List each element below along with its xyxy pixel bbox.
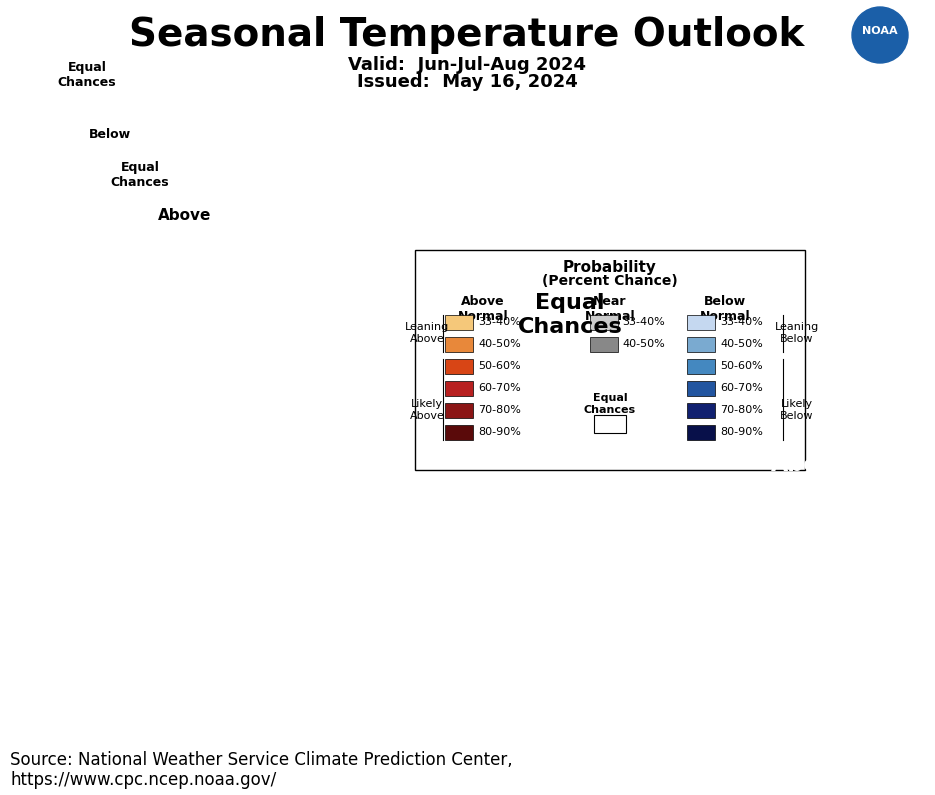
- Bar: [590, 336, 618, 351]
- Bar: [687, 336, 715, 351]
- Text: Valid:  Jun-Jul-Aug 2024: Valid: Jun-Jul-Aug 2024: [348, 56, 586, 74]
- Text: Near
Normal: Near Normal: [584, 295, 635, 323]
- Bar: [590, 315, 618, 329]
- Bar: [445, 381, 473, 395]
- Bar: [687, 359, 715, 374]
- Text: Seasonal Temperature Outlook: Seasonal Temperature Outlook: [129, 16, 805, 54]
- Circle shape: [852, 7, 908, 63]
- Bar: [687, 315, 715, 329]
- Text: Equal
Chances: Equal Chances: [518, 293, 623, 336]
- FancyBboxPatch shape: [415, 250, 805, 470]
- Text: Likely
Below: Likely Below: [780, 399, 813, 421]
- Text: 50-60%: 50-60%: [720, 361, 763, 371]
- Bar: [687, 402, 715, 417]
- Text: 80-90%: 80-90%: [478, 427, 521, 437]
- Text: Below
Normal: Below Normal: [699, 295, 750, 323]
- Text: 70-80%: 70-80%: [478, 405, 521, 415]
- Text: 33-40%: 33-40%: [720, 317, 763, 327]
- Text: 60-70%: 60-70%: [478, 383, 521, 393]
- Text: https://www.cpc.ncep.noaa.gov/: https://www.cpc.ncep.noaa.gov/: [10, 771, 276, 789]
- Text: 50-60%: 50-60%: [478, 361, 521, 371]
- Bar: [445, 359, 473, 374]
- Text: Leaning
Below: Leaning Below: [775, 322, 819, 343]
- Text: 60-70%: 60-70%: [720, 383, 763, 393]
- Text: NOAA: NOAA: [862, 26, 898, 36]
- Text: Likely
Above: Likely Above: [410, 399, 444, 421]
- Bar: [445, 402, 473, 417]
- Text: Equal
Chances: Equal Chances: [110, 161, 169, 189]
- Text: 80-90%: 80-90%: [720, 427, 763, 437]
- Text: 40-50%: 40-50%: [720, 339, 763, 349]
- Bar: [445, 315, 473, 329]
- Bar: [445, 425, 473, 440]
- Text: Leaning
Above: Leaning Above: [405, 322, 449, 343]
- Text: Above: Above: [158, 207, 211, 223]
- Text: 70-80%: 70-80%: [720, 405, 763, 415]
- Text: Probability: Probability: [563, 260, 657, 275]
- Text: 33-40%: 33-40%: [478, 317, 521, 327]
- Text: 33-40%: 33-40%: [622, 317, 665, 327]
- Text: Source: National Weather Service Climate Prediction Center,: Source: National Weather Service Climate…: [10, 751, 512, 769]
- Bar: [445, 336, 473, 351]
- Text: Above: Above: [201, 393, 289, 417]
- Bar: [687, 425, 715, 440]
- Text: Equal
Chances: Equal Chances: [58, 61, 116, 89]
- Text: Equal
Chances: Equal Chances: [584, 393, 636, 415]
- Bar: [594, 415, 626, 433]
- Text: Issued:  May 16, 2024: Issued: May 16, 2024: [356, 73, 578, 91]
- Text: Above
Normal: Above Normal: [458, 295, 509, 323]
- Text: (Percent Chance): (Percent Chance): [542, 274, 678, 288]
- Text: 40-50%: 40-50%: [478, 339, 521, 349]
- Text: Below: Below: [89, 129, 131, 142]
- Text: 40-50%: 40-50%: [622, 339, 665, 349]
- Bar: [687, 381, 715, 395]
- Text: Above: Above: [771, 455, 849, 475]
